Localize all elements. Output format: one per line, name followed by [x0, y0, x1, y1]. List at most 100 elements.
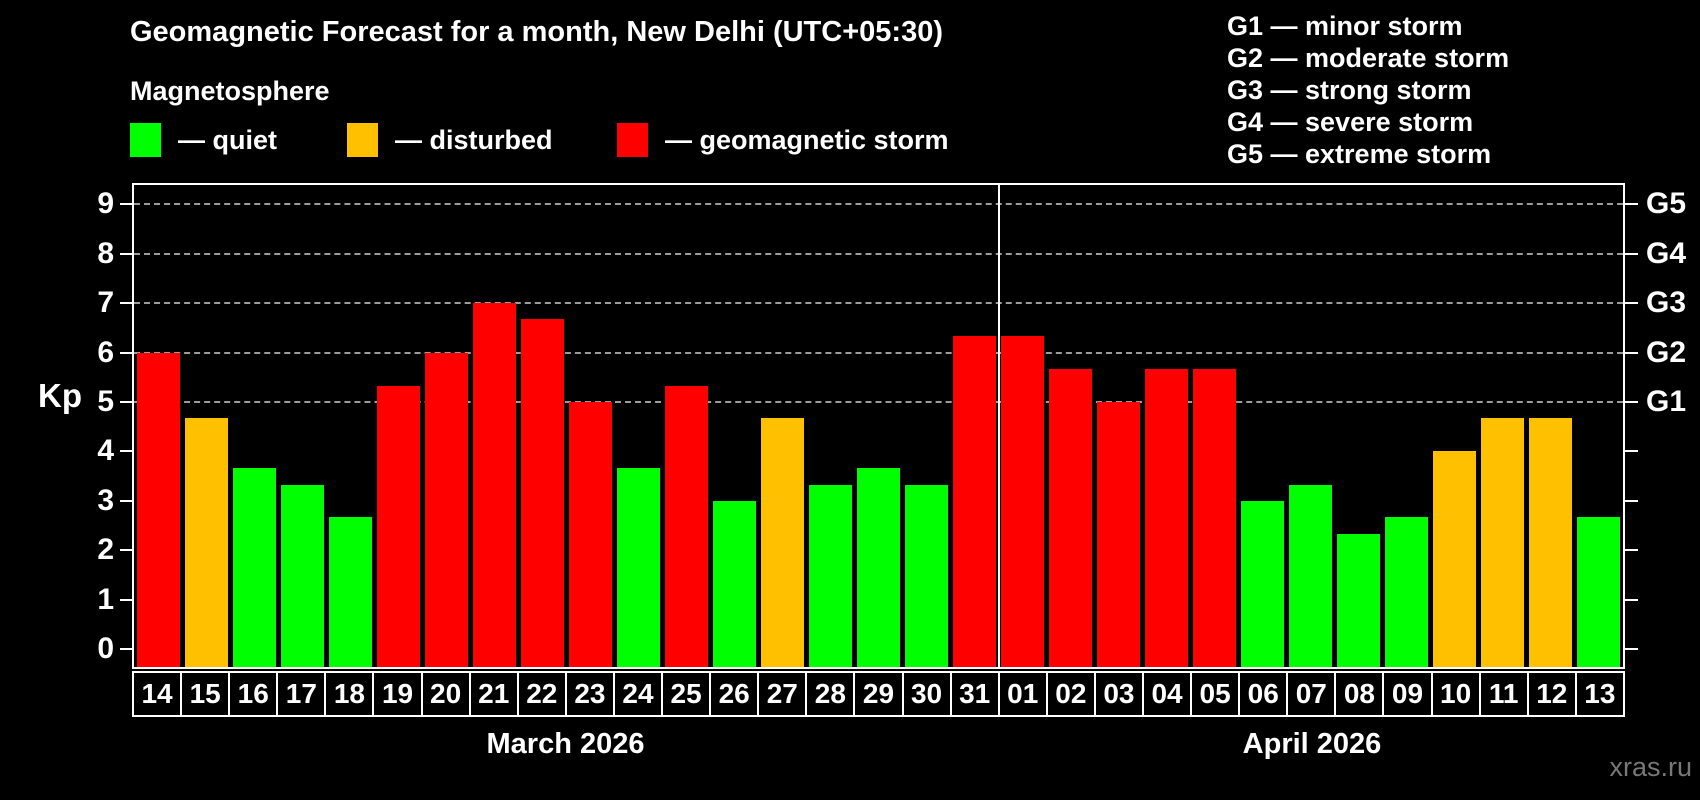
y-tick-label-9: 9 — [97, 187, 114, 221]
bar-slot-11 — [1479, 185, 1527, 667]
y-tick-label-6: 6 — [97, 335, 114, 369]
bar-day-06 — [1241, 500, 1285, 667]
bar-slot-04 — [1143, 185, 1191, 667]
g-legend-line-g2: G2 — moderate storm — [1227, 43, 1510, 73]
bar-slot-02 — [1047, 185, 1095, 667]
legend-item-quiet: — quiet — [130, 123, 277, 157]
right-axis-label-g4: G4 — [1646, 236, 1687, 270]
right-tick-8 — [1625, 252, 1638, 255]
bar-slot-01 — [999, 185, 1047, 667]
gridline-kp-9 — [134, 203, 1623, 206]
bar-slot-17 — [278, 185, 326, 667]
bar-day-18 — [328, 517, 372, 667]
date-box-21: 21 — [468, 671, 519, 717]
g-legend-line-g5: G5 — extreme storm — [1227, 139, 1492, 169]
bar-day-07 — [1289, 484, 1333, 667]
bar-day-30 — [905, 484, 949, 667]
y-tick-label-8: 8 — [97, 236, 114, 270]
date-box-26: 26 — [709, 671, 760, 717]
legend-item-storm: — geomagnetic storm — [617, 123, 949, 157]
gridline-kp-7 — [134, 302, 1623, 305]
y-tick-0 — [120, 648, 132, 651]
bar-day-27 — [760, 418, 804, 667]
right-axis-label-g3: G3 — [1646, 286, 1687, 320]
date-box-15: 15 — [180, 671, 231, 717]
bar-day-11 — [1481, 418, 1525, 667]
y-tick-label-4: 4 — [97, 434, 114, 468]
date-box-24: 24 — [612, 671, 664, 717]
month-separator-line — [997, 185, 1000, 667]
quiet-color-swatch — [130, 123, 161, 157]
bar-slot-25 — [662, 185, 710, 667]
date-box-31: 31 — [949, 671, 1000, 717]
bar-slot-07 — [1287, 185, 1335, 667]
date-box-19: 19 — [372, 671, 423, 717]
right-tick-3 — [1625, 499, 1638, 502]
date-box-04: 04 — [1141, 671, 1193, 717]
right-tick-1 — [1625, 598, 1638, 601]
g-legend-line-g4: G4 — severe storm — [1227, 107, 1474, 137]
bar-day-29 — [856, 467, 900, 667]
date-box-01: 01 — [997, 671, 1048, 717]
date-box-27: 27 — [757, 671, 808, 717]
bar-day-08 — [1337, 534, 1381, 667]
y-tick-3 — [120, 499, 132, 502]
bar-slot-12 — [1527, 185, 1575, 667]
date-box-23: 23 — [564, 671, 615, 717]
bar-day-14 — [136, 352, 180, 667]
bar-slot-15 — [182, 185, 230, 667]
y-axis-right: G1 G2 G3 G4 G5 — [1625, 185, 1700, 667]
y-tick-label-1: 1 — [97, 582, 114, 616]
legend-label-storm: — geomagnetic storm — [665, 124, 949, 155]
legend-label-quiet: — quiet — [178, 124, 277, 155]
right-tick-4 — [1625, 450, 1638, 453]
storm-color-swatch — [617, 123, 648, 157]
bar-slot-10 — [1431, 185, 1479, 667]
month-label-april: April 2026 — [1242, 728, 1382, 760]
bar-day-22 — [520, 319, 564, 667]
date-box-17: 17 — [276, 671, 327, 717]
right-tick-7 — [1625, 302, 1638, 305]
chart-title: Geomagnetic Forecast for a month, New De… — [130, 16, 943, 48]
y-tick-5 — [120, 401, 132, 404]
bar-slot-30 — [903, 185, 951, 667]
disturbed-color-swatch — [347, 123, 378, 157]
bar-slot-29 — [854, 185, 902, 667]
bar-day-13 — [1577, 517, 1621, 667]
bar-day-17 — [280, 484, 324, 667]
right-tick-6 — [1625, 351, 1638, 354]
chart-subtitle: Magnetosphere — [130, 76, 330, 106]
bar-slot-18 — [326, 185, 374, 667]
y-tick-label-0: 0 — [97, 632, 114, 666]
bar-slot-13 — [1575, 185, 1623, 667]
legend-label-disturbed: — disturbed — [395, 124, 553, 155]
g-legend-line-g1: G1 — minor storm — [1227, 11, 1463, 41]
bar-day-03 — [1097, 402, 1141, 667]
y-tick-6 — [120, 351, 132, 354]
bar-day-24 — [616, 467, 660, 667]
watermark: xras.ru — [1609, 752, 1692, 782]
bar-day-01 — [1001, 336, 1045, 667]
date-box-16: 16 — [228, 671, 279, 717]
y-tick-4 — [120, 450, 132, 453]
bar-slot-14 — [134, 185, 182, 667]
date-box-11: 11 — [1478, 671, 1529, 717]
g-legend-line-g3: G3 — strong storm — [1227, 75, 1472, 105]
date-axis: 14 15 16 17 18 19 20 21 22 23 24 25 26 27 28 29 30 31 01 02… — [132, 671, 1625, 717]
bar-slot-28 — [806, 185, 854, 667]
month-label-march: March 2026 — [486, 728, 645, 760]
date-box-28: 28 — [805, 671, 856, 717]
bar-day-16 — [232, 467, 276, 667]
bar-day-12 — [1529, 418, 1573, 667]
bar-slot-27 — [758, 185, 806, 667]
bars-container — [134, 185, 1623, 667]
bar-day-31 — [953, 336, 997, 667]
bar-day-20 — [424, 352, 468, 667]
right-axis-label-g1: G1 — [1646, 385, 1687, 419]
date-box-09: 09 — [1382, 671, 1433, 717]
y-tick-2 — [120, 549, 132, 552]
date-box-14: 14 — [132, 671, 183, 717]
bar-day-25 — [664, 385, 708, 667]
gridline-kp-8 — [134, 252, 1623, 255]
gridline-kp-6 — [134, 351, 1623, 354]
